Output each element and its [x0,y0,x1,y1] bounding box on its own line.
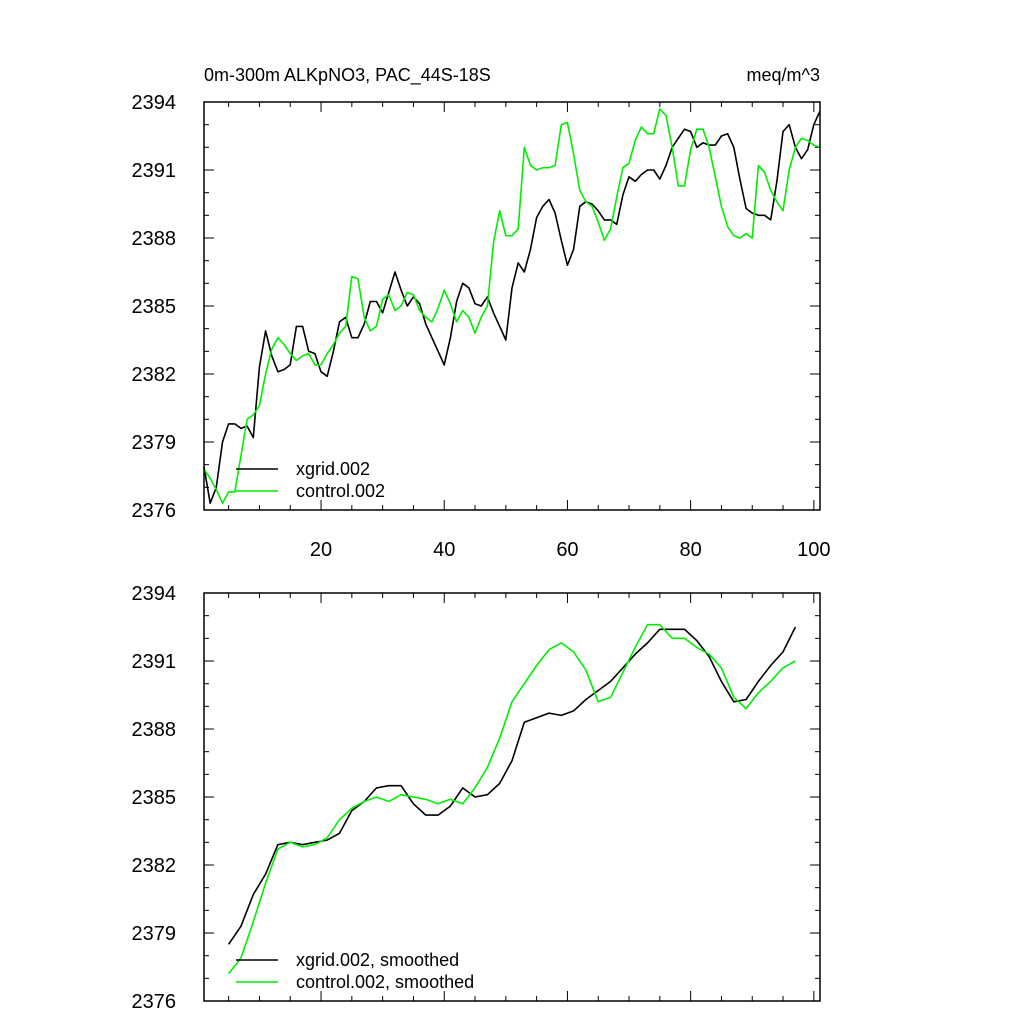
x-tick-label: 40 [433,539,455,561]
bottom-panel: 2376 2379 2382 2385 2388 2391 2394 xgrid.002, … [132,583,821,1013]
y-tick-label: 2376 [132,500,177,522]
y-tick-label: 2394 [132,92,177,114]
top-series [203,108,821,505]
y-tick-label: 2391 [132,651,177,673]
series-line-control [203,108,821,505]
legend-label: control.002 [296,481,385,501]
bottom-plot-frame [203,592,821,1002]
y-tick-label: 2388 [132,228,177,250]
x-tick-label: 20 [310,539,332,561]
x-tick-label: 80 [680,539,702,561]
y-tick-label: 2376 [132,991,177,1013]
x-tick-label: 100 [797,539,830,561]
y-tick-label: 2385 [132,787,177,809]
top-chart-units: meq/m^3 [747,65,820,85]
top-panel: 0m-300m ALKpNO3, PAC_44S-18S meq/m^3 237… [132,65,831,561]
legend-label: xgrid.002, smoothed [296,950,459,970]
series-line-control [227,623,796,975]
bottom-axis-ticks [204,592,820,1002]
series-line-xgrid [227,626,797,945]
legend-label: xgrid.002 [296,459,370,479]
y-tick-label: 2394 [132,583,177,605]
y-tick-label: 2388 [132,719,177,741]
y-tick-label: 2385 [132,296,177,318]
top-chart-title: 0m-300m ALKpNO3, PAC_44S-18S [204,65,491,86]
top-axis-ticks [204,101,820,511]
top-plot-frame [203,101,821,511]
bottom-series [227,623,797,975]
bottom-axis-tick-labels: 2376 2379 2382 2385 2388 2391 2394 [132,583,177,1013]
y-tick-label: 2379 [132,432,177,454]
top-axis-tick-labels: 2376 2379 2382 2385 2388 2391 2394 20 40 60 80 100 [132,92,831,561]
series-line-xgrid [203,110,821,505]
y-tick-label: 2382 [132,364,177,386]
y-tick-label: 2382 [132,855,177,877]
y-tick-label: 2379 [132,923,177,945]
y-tick-label: 2391 [132,160,177,182]
legend-label: control.002, smoothed [296,972,474,992]
x-tick-label: 60 [556,539,578,561]
